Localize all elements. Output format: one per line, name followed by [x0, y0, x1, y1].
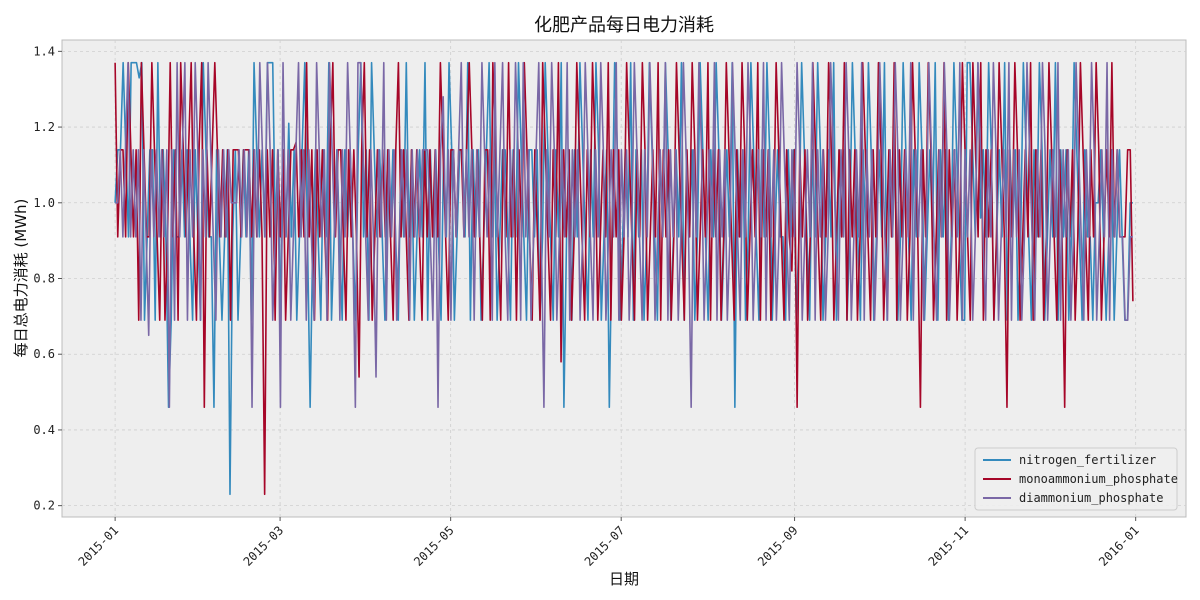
series-line-diammonium_phosphate	[115, 61, 1133, 409]
y-axis-label: 每日总电力消耗 (MWh)	[12, 199, 30, 358]
y-tick-label: 1.2	[33, 120, 55, 134]
y-tick-label: 0.6	[33, 347, 55, 361]
y-tick-label: 0.4	[33, 423, 55, 437]
x-axis-label: 日期	[609, 570, 639, 588]
y-tick-label: 0.2	[33, 499, 55, 513]
legend-label-monoammonium: monoammonium_phosphate	[1019, 472, 1178, 486]
legend-label-diammonium: diammonium_phosphate	[1019, 491, 1164, 505]
y-tick-label: 0.8	[33, 272, 55, 286]
legend-label-nitrogen: nitrogen_fertilizer	[1019, 453, 1156, 467]
legend-box	[974, 447, 1178, 511]
y-tick-label: 1.4	[33, 44, 55, 58]
chart-title: 化肥产品每日电力消耗	[534, 15, 714, 36]
y-tick-label: 1.0	[33, 196, 55, 210]
series-lines	[114, 61, 1134, 496]
legend: nitrogen_fertilizer monoammonium_phospha…	[974, 447, 1178, 511]
